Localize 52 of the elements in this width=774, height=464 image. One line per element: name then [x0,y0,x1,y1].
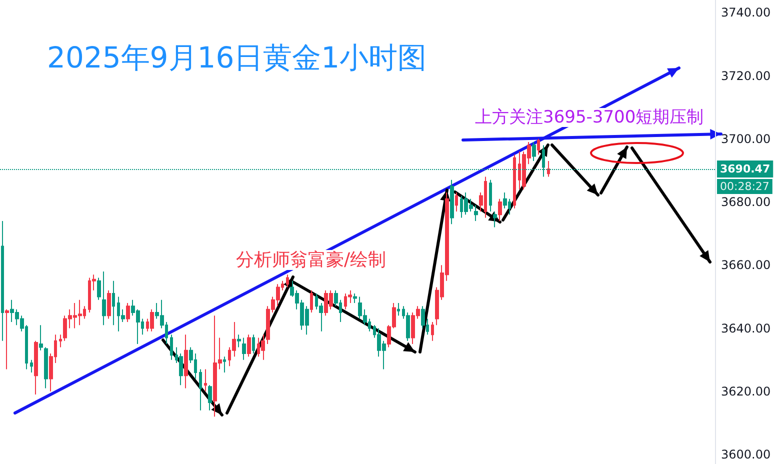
candlestick [199,368,202,411]
candlestick [107,290,111,320]
candlestick [489,179,492,212]
candlestick [242,337,246,360]
y-tick-label: 3680.00 [721,195,771,210]
y-tick-label: 3620.00 [721,384,771,398]
candlestick [498,198,502,222]
candlestick [59,334,62,348]
candlestick [493,210,497,228]
text: 00:28:27 [720,180,770,193]
candlestick [532,142,536,162]
candlestick [5,308,9,370]
candlestick [247,334,251,358]
candlestick [208,384,212,411]
candlestick [34,340,38,396]
candlestick [30,359,33,373]
candlestick [286,274,289,288]
candlestick [547,160,550,178]
candlestick [455,192,458,212]
y-tick-label: 3660.00 [721,258,771,272]
annotation: 上方关注3695-3700短期压制 [475,108,704,128]
candlestick [450,179,454,225]
y-tick-label: 3700.00 [721,132,771,146]
candlestick [1,220,4,342]
annotation: 分析师翁富豪/绘制 [236,250,386,270]
candlestick [537,138,540,156]
candlestick [170,334,173,360]
candlestick [204,368,207,392]
candlestick [97,277,101,300]
y-tick-label: 3720.00 [721,68,771,83]
candlestick [513,154,516,209]
candlestick [112,280,115,326]
candlestick [223,356,226,373]
ref-line-label: 3690.47 [720,162,770,176]
y-tick-label: 3640.00 [721,321,771,336]
candlestick [44,346,48,389]
candlestick [102,270,106,326]
candlestick [237,334,241,348]
candlestick [474,204,478,222]
candlestick [261,334,265,360]
candlestick [184,334,188,389]
y-tick-label: 3740.00 [721,6,771,20]
candlestick [353,293,357,304]
candlestick [39,324,43,351]
candlestick [310,290,313,313]
candlestick [252,334,255,354]
candlestick [126,302,130,322]
text: 2025年9月16日黄金1小时图 [47,40,427,74]
candlestick [150,308,154,332]
candlestick [431,321,434,342]
candlestick [397,302,400,316]
y-tick-label: 3600.00 [721,448,771,462]
